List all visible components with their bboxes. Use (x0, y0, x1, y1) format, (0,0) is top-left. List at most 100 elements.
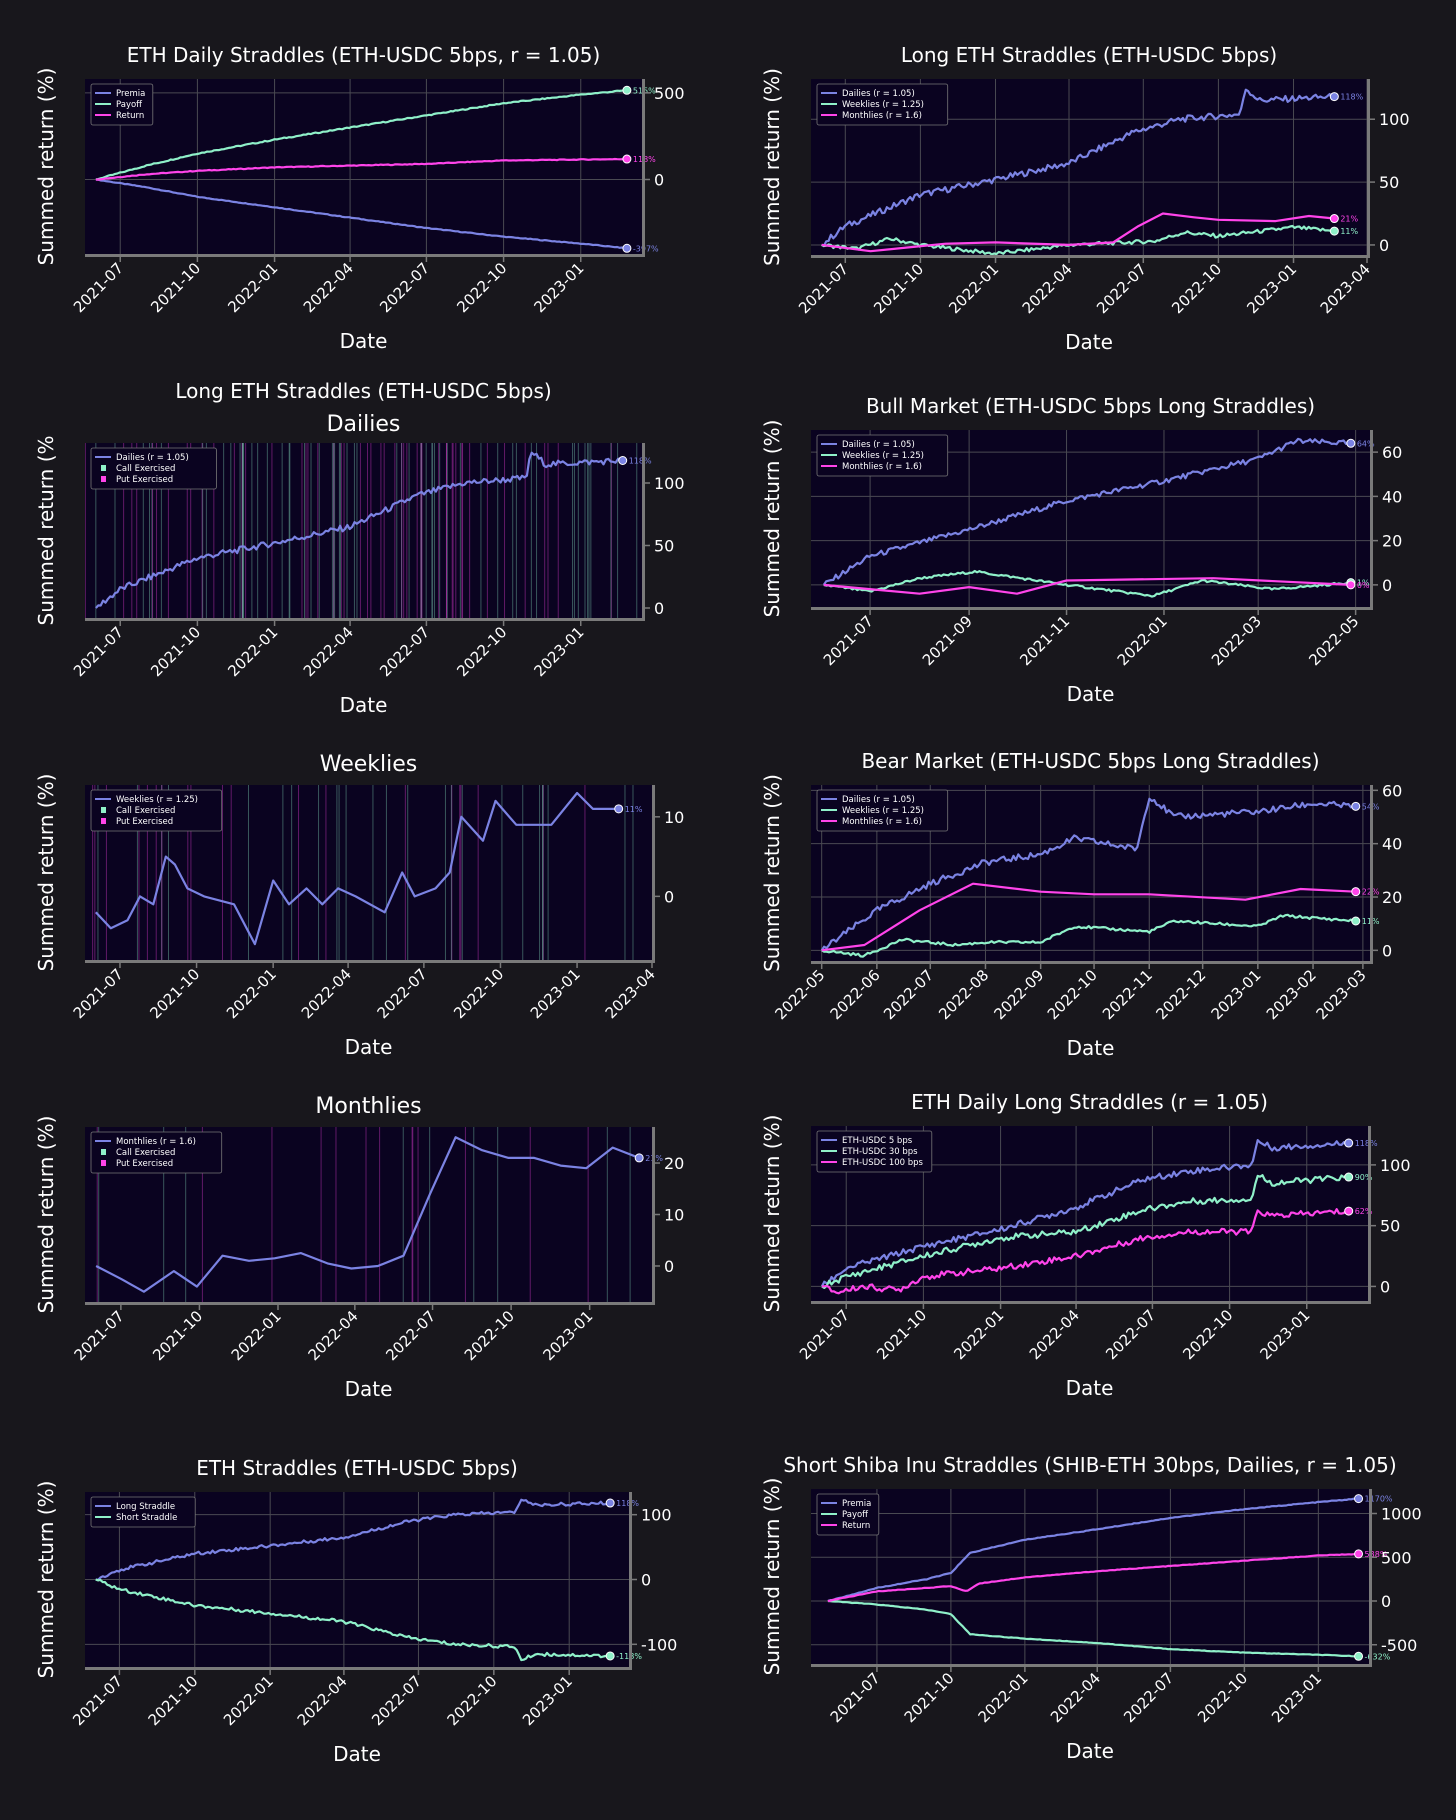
x-tick-label: 2022-11 (1099, 966, 1156, 1023)
series-end-label: 90% (1355, 1173, 1373, 1182)
legend-box (90, 1131, 223, 1174)
x-tick-label: 2023-01 (531, 259, 588, 316)
y-tick-label: 0 (654, 599, 664, 618)
series-line (95, 157, 628, 181)
x-tick-label: 2022-03 (1208, 612, 1265, 669)
series-end-label: 1170% (1365, 1495, 1393, 1504)
y-tick-label: 0 (654, 170, 664, 189)
legend-label: Call Exercised (116, 806, 175, 816)
x-axis-label: Date (1065, 330, 1113, 354)
x-tick-label: 2022-04 (300, 623, 357, 680)
series-line (821, 1208, 1350, 1295)
y-axis-label: Summed return (%) (760, 1478, 784, 1676)
series-end-marker (622, 85, 632, 95)
series-end-marker (1329, 226, 1339, 236)
series-line (827, 1497, 1359, 1603)
x-tick-label: 2021-10 (147, 259, 204, 316)
chart-10: Short Shiba Inu Straddles (SHIB-ETH 30bp… (760, 1453, 1422, 1763)
x-tick-label: 2022-01 (1114, 612, 1171, 669)
x-tick-label: 2022-10 (453, 259, 510, 316)
x-tick-label: 2022-06 (827, 966, 884, 1023)
y-tick-label: 500 (654, 84, 685, 103)
chart-6: Bear Market (ETH-USDC 5bps Long Straddle… (760, 749, 1402, 1060)
x-tick-label: 2021-10 (873, 1306, 930, 1363)
x-tick-label: 2021-07 (827, 1669, 884, 1726)
x-tick-label: 2023-01 (527, 965, 584, 1022)
x-tick-label: 2022-12 (1152, 966, 1209, 1023)
x-tick-label: 2023-01 (519, 1672, 576, 1729)
plot-content (811, 430, 1370, 607)
legend: Dailies (r = 1.05)Weeklies (r = 1.25)Mon… (816, 434, 949, 477)
legend-label: Monthlies (r = 1.6) (842, 817, 922, 827)
x-tick-label: 2021-10 (145, 1672, 202, 1729)
x-tick-label: 2022-01 (224, 623, 281, 680)
y-tick-label: 60 (1382, 781, 1402, 800)
legend-label: Monthlies (r = 1.6) (116, 1137, 196, 1147)
series-end-marker (605, 1651, 615, 1661)
legend-label: ETH-USDC 30 bps (842, 1147, 918, 1157)
series-end-marker (1351, 801, 1361, 811)
legend-box (816, 83, 949, 126)
x-tick-label: 2022-05 (771, 966, 828, 1023)
series-end-marker (1351, 916, 1361, 926)
series-end-label: 62% (1355, 1207, 1373, 1216)
x-tick-label: 2021-07 (71, 1307, 128, 1364)
series-end-marker (1329, 214, 1339, 224)
plot-content (811, 785, 1370, 961)
legend-label: ETH-USDC 5 bps (842, 1136, 913, 1146)
legend-box (816, 1130, 933, 1173)
chart-title: ETH Daily Long Straddles (r = 1.05) (911, 1090, 1268, 1114)
y-axis-label: Summed return (%) (760, 68, 784, 266)
series-line (821, 913, 1357, 958)
chart-title: ETH Daily Straddles (ETH-USDC 5bps, r = … (127, 43, 601, 67)
x-tick-label: 2022-01 (945, 260, 1002, 317)
legend-label: Dailies (r = 1.05) (842, 795, 915, 805)
plot-content (95, 1127, 640, 1302)
y-tick-label: 100 (1380, 1156, 1411, 1175)
series-end-label: 118% (1340, 93, 1363, 102)
y-tick-label: -500 (1381, 1636, 1417, 1655)
legend-label: Payoff (116, 100, 143, 110)
x-tick-label: 2022-10 (450, 965, 507, 1022)
series-end-marker (1344, 1206, 1354, 1216)
x-tick-label: 2022-10 (453, 623, 510, 680)
legend-label: Dailies (r = 1.05) (842, 440, 915, 450)
x-tick-label: 2023-04 (602, 965, 659, 1022)
series-line (95, 451, 624, 609)
legend-label: Put Exercised (116, 475, 173, 485)
series-end-label: 21% (1340, 215, 1358, 224)
y-tick-label: 20 (664, 1154, 684, 1173)
legend-swatch (101, 1160, 106, 1166)
series-end-label: 64% (1357, 439, 1375, 448)
x-tick-label: 2022-01 (224, 259, 281, 316)
x-tick-label: 2021-11 (1016, 612, 1073, 669)
plot-area (811, 1489, 1369, 1664)
y-axis-label: Summed return (%) (760, 1115, 784, 1313)
x-tick-label: 2023-04 (1317, 260, 1374, 317)
legend-label: Monthlies (r = 1.6) (842, 111, 922, 121)
x-axis-label: Date (340, 693, 388, 717)
series-end-marker (1344, 1172, 1354, 1182)
y-axis-label: Summed return (%) (34, 1481, 58, 1679)
legend-label: Weeklies (r = 1.25) (842, 100, 924, 110)
x-tick-label: 2023-01 (1208, 966, 1265, 1023)
legend-box (90, 1496, 196, 1528)
legend-label: Weeklies (r = 1.25) (842, 806, 924, 816)
x-tick-label: 2022-04 (1019, 260, 1076, 317)
series-end-marker (1354, 1549, 1364, 1559)
legend-swatch (101, 818, 106, 824)
plot-content (811, 1126, 1368, 1301)
legend-label: Premia (116, 89, 145, 99)
x-tick-label: 2022-10 (1044, 966, 1101, 1023)
x-tick-label: 2022-01 (975, 1669, 1032, 1726)
legend-label: Put Exercised (116, 817, 173, 827)
series-line (820, 1139, 1350, 1287)
x-tick-label: 2022-07 (376, 623, 433, 680)
y-tick-label: 0 (664, 1257, 674, 1276)
legend-label: Dailies (r = 1.05) (842, 89, 915, 99)
legend-label: Payoff (842, 1510, 869, 1520)
x-tick-label: 2021-10 (146, 965, 203, 1022)
series-end-label: 11% (1340, 227, 1358, 236)
